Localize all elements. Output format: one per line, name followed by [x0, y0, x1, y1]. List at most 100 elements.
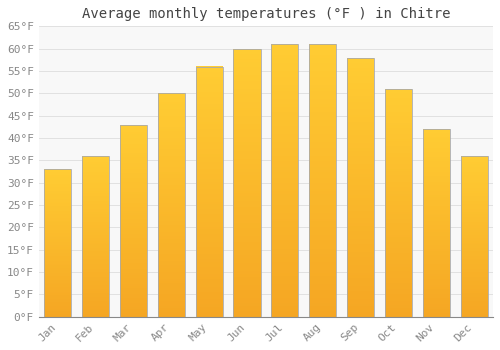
Bar: [196, 119, 223, 121]
Bar: [422, 217, 450, 219]
Bar: [385, 223, 412, 226]
Bar: [271, 140, 298, 142]
Bar: [234, 132, 260, 134]
Bar: [44, 225, 72, 227]
Bar: [385, 203, 412, 205]
Bar: [120, 130, 147, 132]
Bar: [271, 230, 298, 232]
Bar: [347, 288, 374, 291]
Bar: [120, 242, 147, 244]
Bar: [309, 140, 336, 142]
Bar: [422, 193, 450, 195]
Bar: [422, 257, 450, 259]
Bar: [309, 287, 336, 289]
Bar: [82, 156, 109, 317]
Bar: [271, 115, 298, 118]
Bar: [234, 169, 260, 172]
Bar: [309, 268, 336, 271]
Bar: [234, 250, 260, 252]
Bar: [347, 120, 374, 122]
Bar: [460, 267, 488, 268]
Bar: [158, 294, 185, 297]
Bar: [234, 301, 260, 303]
Bar: [196, 232, 223, 234]
Bar: [196, 299, 223, 302]
Bar: [347, 247, 374, 250]
Bar: [44, 296, 72, 297]
Bar: [158, 234, 185, 236]
Bar: [309, 259, 336, 262]
Bar: [82, 262, 109, 264]
Bar: [385, 258, 412, 260]
Bar: [158, 230, 185, 232]
Bar: [385, 276, 412, 278]
Bar: [422, 223, 450, 225]
Bar: [196, 84, 223, 86]
Bar: [234, 73, 260, 76]
Bar: [82, 162, 109, 164]
Bar: [120, 247, 147, 250]
Bar: [196, 124, 223, 127]
Bar: [385, 305, 412, 308]
Bar: [234, 54, 260, 57]
Bar: [82, 156, 109, 158]
Bar: [309, 314, 336, 317]
Bar: [309, 181, 336, 183]
Bar: [347, 296, 374, 299]
Bar: [309, 99, 336, 101]
Bar: [120, 163, 147, 165]
Bar: [347, 273, 374, 275]
Bar: [271, 69, 298, 71]
Bar: [422, 285, 450, 287]
Bar: [385, 294, 412, 296]
Bar: [347, 234, 374, 237]
Bar: [196, 294, 223, 297]
Bar: [385, 310, 412, 312]
Bar: [460, 257, 488, 259]
Bar: [309, 186, 336, 189]
Bar: [120, 244, 147, 246]
Bar: [347, 257, 374, 260]
Bar: [44, 239, 72, 240]
Bar: [234, 89, 260, 92]
Bar: [309, 216, 336, 219]
Bar: [82, 256, 109, 257]
Bar: [347, 94, 374, 97]
Bar: [309, 156, 336, 159]
Bar: [234, 236, 260, 239]
Bar: [44, 188, 72, 190]
Bar: [44, 240, 72, 241]
Bar: [82, 285, 109, 286]
Bar: [309, 88, 336, 91]
Bar: [309, 145, 336, 148]
Bar: [385, 207, 412, 210]
Bar: [120, 128, 147, 131]
Bar: [234, 271, 260, 274]
Bar: [309, 123, 336, 126]
Bar: [120, 182, 147, 184]
Bar: [271, 99, 298, 101]
Bar: [120, 140, 147, 142]
Bar: [460, 156, 488, 317]
Bar: [120, 159, 147, 161]
Bar: [422, 142, 450, 144]
Bar: [347, 267, 374, 270]
Bar: [309, 178, 336, 181]
Bar: [271, 107, 298, 110]
Bar: [422, 277, 450, 279]
Bar: [422, 227, 450, 229]
Bar: [385, 89, 412, 317]
Bar: [271, 268, 298, 271]
Bar: [120, 125, 147, 127]
Bar: [234, 167, 260, 169]
Bar: [422, 159, 450, 161]
Bar: [82, 307, 109, 309]
Bar: [460, 156, 488, 158]
Bar: [82, 309, 109, 310]
Bar: [120, 167, 147, 169]
Bar: [422, 212, 450, 214]
Bar: [309, 85, 336, 88]
Bar: [158, 147, 185, 149]
Bar: [82, 225, 109, 227]
Bar: [385, 141, 412, 144]
